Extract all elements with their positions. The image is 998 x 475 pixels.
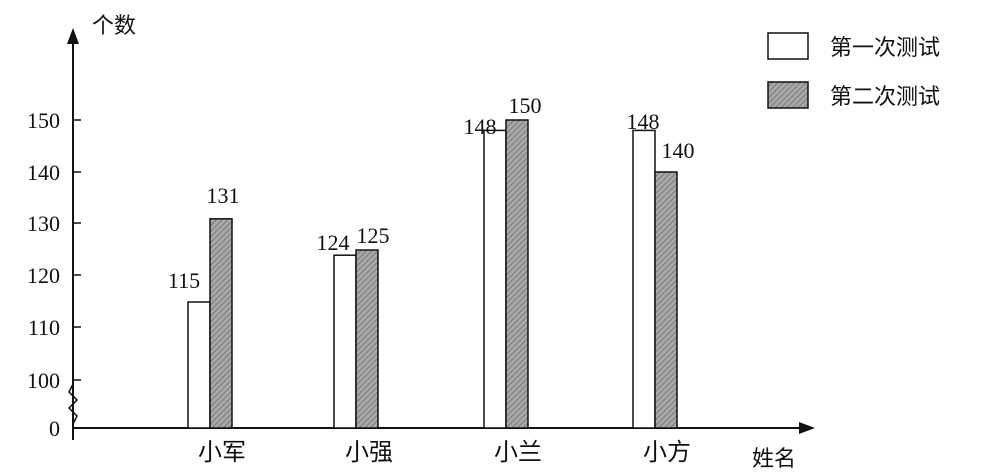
category-label: 小军 [198, 438, 246, 466]
bar-1 [483, 129, 507, 429]
category-label: 小兰 [494, 438, 542, 466]
legend-label: 第二次测试 [830, 85, 940, 110]
x-axis-title: 姓名 [752, 447, 796, 472]
y-axis-title: 个数 [92, 14, 136, 39]
data-label: 148 [627, 109, 660, 134]
bar-1 [187, 301, 211, 429]
x-axis-arrow-icon [799, 422, 815, 434]
y-ticks [73, 119, 81, 381]
x-axis [73, 422, 815, 434]
data-label: 124 [317, 230, 350, 255]
bar-2 [209, 218, 233, 429]
category-label: 小强 [345, 438, 393, 466]
y-tick-label: 100 [27, 368, 60, 393]
category-label: 小方 [643, 438, 691, 466]
y-tick-label: 120 [27, 263, 60, 288]
bar-1 [333, 254, 357, 429]
legend-swatch-series-1 [767, 32, 809, 60]
legend-swatch-series-2 [767, 81, 809, 109]
data-label: 115 [168, 268, 200, 293]
bar-2 [505, 119, 529, 429]
y-tick-label: 0 [49, 416, 60, 441]
y-axis-arrow-icon [67, 28, 79, 44]
bar-1 [632, 129, 656, 429]
bar-2 [355, 249, 379, 429]
legend-label: 第一次测试 [830, 36, 940, 61]
data-label: 148 [464, 114, 497, 139]
axis-break-icon [67, 383, 79, 425]
y-tick-label: 130 [27, 211, 60, 236]
y-tick-label: 110 [28, 315, 60, 340]
data-label: 140 [662, 138, 695, 163]
data-label: 125 [357, 223, 390, 248]
y-axis [67, 28, 79, 440]
legend: 第一次测试 第二次测试 [767, 32, 940, 110]
bars [187, 119, 678, 429]
bar-2 [654, 171, 678, 429]
data-label: 150 [509, 93, 542, 118]
data-label: 131 [207, 183, 240, 208]
y-tick-label: 140 [27, 160, 60, 185]
y-tick-label: 150 [27, 108, 60, 133]
